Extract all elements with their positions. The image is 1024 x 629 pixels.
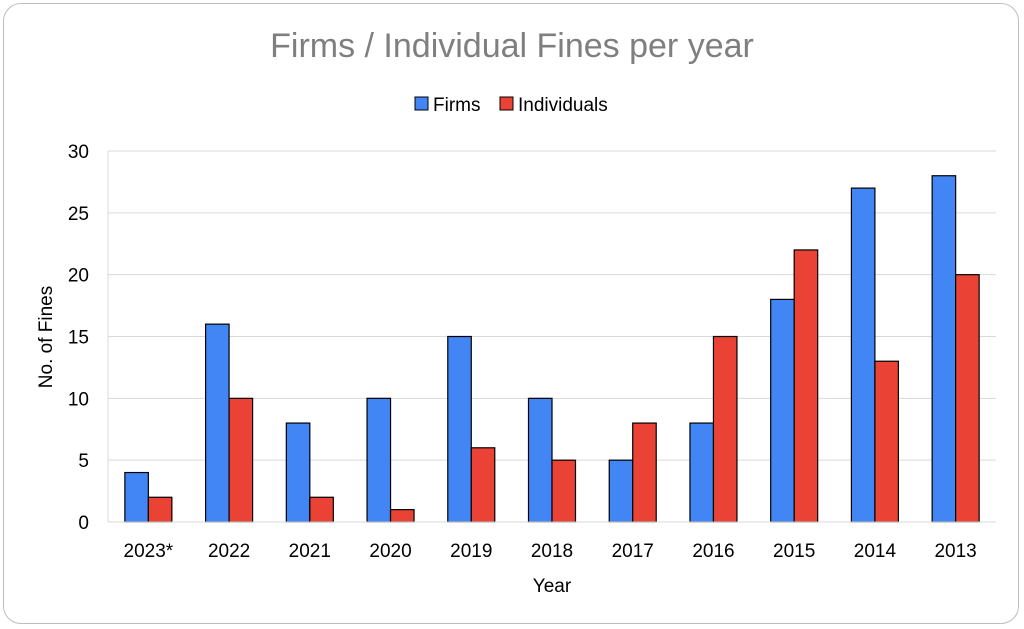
y-tick-label: 10 xyxy=(68,389,89,410)
x-tick-label: 2016 xyxy=(692,541,734,562)
x-tick-label: 2019 xyxy=(450,541,492,562)
x-tick-label: 2020 xyxy=(369,541,411,562)
legend: Firms Individuals xyxy=(414,95,608,116)
bar-firms-2018 xyxy=(527,397,553,523)
bar-firms-2016 xyxy=(689,422,715,523)
bar-firms-2017 xyxy=(608,459,634,523)
bar-individuals-2014 xyxy=(874,360,900,523)
y-axis-label: No. of Fines xyxy=(36,286,57,388)
x-tick-label: 2017 xyxy=(612,541,654,562)
bar-individuals-2023 xyxy=(147,496,173,523)
bar-individuals-2018 xyxy=(551,459,577,523)
y-tick-label: 30 xyxy=(68,142,89,163)
y-tick-label: 25 xyxy=(68,204,89,225)
x-tick-label: 2013 xyxy=(934,541,976,562)
bar-firms-2015 xyxy=(770,298,795,523)
x-tick-label: 2021 xyxy=(289,541,331,562)
x-tick-label: 2014 xyxy=(854,541,897,562)
legend-label-individuals: Individuals xyxy=(518,95,608,116)
y-axis-ticks: 0 5 10 15 20 25 30 xyxy=(68,142,89,534)
bar-individuals-2017 xyxy=(632,422,657,523)
bar-firms-2021 xyxy=(285,422,311,523)
x-tick-label: 2022 xyxy=(208,541,250,562)
x-axis-label: Year xyxy=(533,576,572,597)
y-tick-label: 20 xyxy=(68,266,89,287)
bar-firms-2013 xyxy=(931,175,957,523)
bar-individuals-2022 xyxy=(228,397,254,523)
bar-individuals-2021 xyxy=(309,496,334,523)
bar-firms-2023 xyxy=(124,471,149,523)
bar-firms-2020 xyxy=(366,397,392,523)
bar-individuals-2013 xyxy=(955,274,980,523)
legend-swatch-individuals xyxy=(499,96,514,111)
bars xyxy=(108,175,996,523)
x-tick-label: 2023* xyxy=(124,541,174,562)
bar-individuals-2016 xyxy=(712,335,738,523)
x-axis-ticks: 2023* 2022 2021 2020 2019 2018 2017 2016 2015 201… xyxy=(124,541,977,562)
x-tick-label: 2015 xyxy=(773,541,815,562)
y-tick-label: 0 xyxy=(78,513,89,534)
bar-individuals-2015 xyxy=(793,249,819,523)
bar-individuals-2019 xyxy=(470,447,496,523)
bar-firms-2019 xyxy=(447,335,472,523)
legend-swatch-firms xyxy=(414,96,429,111)
bar-firms-2022 xyxy=(204,323,230,523)
legend-label-firms: Firms xyxy=(433,95,480,116)
bar-individuals-2020 xyxy=(389,509,415,523)
bar-firms-2014 xyxy=(850,187,876,523)
chart-title: Firms / Individual Fines per year xyxy=(270,27,754,65)
y-tick-label: 15 xyxy=(68,328,89,349)
y-tick-label: 5 xyxy=(78,451,89,472)
x-tick-label: 2018 xyxy=(531,541,573,562)
